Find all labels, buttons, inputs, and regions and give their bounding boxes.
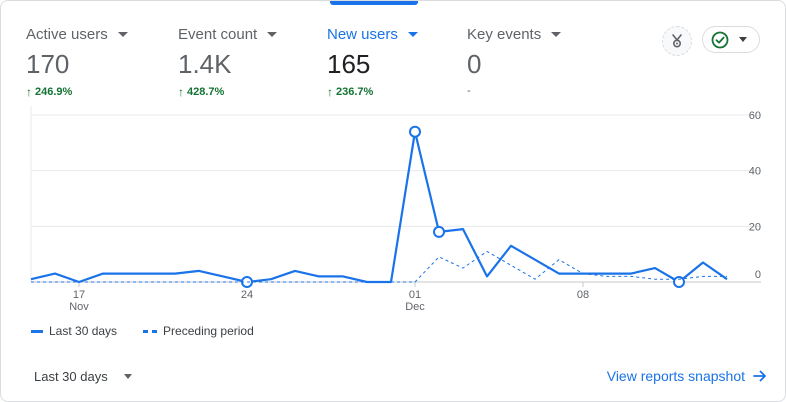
metric-label-row: New users (327, 26, 418, 43)
metric-delta-value: 246.9% (35, 86, 73, 98)
metric-delta: - (467, 85, 471, 97)
data-point-marker (673, 276, 685, 288)
arrow-right-icon (753, 370, 766, 382)
metric-label: Event count (178, 26, 258, 43)
caret-down-icon (123, 374, 132, 379)
caret-down-icon (739, 37, 747, 42)
metric-label: Active users (26, 26, 108, 43)
caret-down-icon (117, 32, 128, 37)
y-tick-label: 0 (755, 269, 761, 281)
chart-legend: Last 30 days Preceding period (31, 324, 254, 338)
snapshot-link-label: View reports snapshot (606, 368, 745, 384)
metric-value: 1.4K (178, 49, 232, 79)
metric-value: 165 (327, 49, 371, 79)
status-dropdown-button[interactable] (702, 26, 760, 53)
date-range-label: Last 30 days (34, 369, 108, 384)
y-tick-label: 60 (749, 110, 761, 122)
metric-value: 170 (26, 49, 70, 79)
metric-label-row: Active users (26, 26, 128, 43)
insights-icon (672, 34, 682, 48)
series-line-last-30-days (30, 130, 728, 284)
view-reports-snapshot-link[interactable]: View reports snapshot (607, 368, 767, 384)
active-tab-indicator (330, 1, 418, 5)
metric-label: Key events (467, 26, 542, 43)
metric-tab-event-count[interactable]: Event count 1.4K ↑ 428.7% (178, 1, 318, 106)
insights-button[interactable] (662, 26, 692, 56)
x-tick-label: 01 (409, 289, 421, 301)
metric-label-row: Key events (467, 26, 562, 43)
x-tick-label: 24 (241, 289, 253, 301)
metric-delta: ↑ 236.7% (327, 85, 373, 99)
arrow-up-icon: ↑ (26, 85, 32, 99)
metric-tab-new-users[interactable]: New users 165 ↑ 236.7% (327, 1, 467, 106)
legend-label: Preceding period (163, 324, 254, 338)
legend-solid-line-swatch (31, 329, 43, 333)
date-range-dropdown[interactable]: Last 30 days (34, 369, 132, 384)
data-point-marker (409, 125, 421, 138)
x-tick-label: 17 (73, 289, 85, 301)
metric-delta: ↑ 428.7% (178, 85, 224, 99)
caret-down-icon (407, 32, 418, 37)
metric-label: New users (327, 26, 398, 43)
legend-label: Last 30 days (49, 324, 118, 338)
legend-item-current: Last 30 days (31, 324, 117, 338)
metric-delta: ↑ 246.9% (26, 85, 72, 99)
x-tick-sublabel: Nov (69, 301, 89, 313)
legend-dashed-line-swatch (143, 329, 158, 333)
metric-value: 0 (467, 49, 482, 79)
data-point-marker (433, 225, 445, 238)
metric-label-row: Event count (178, 26, 278, 43)
legend-item-previous: Preceding period (143, 324, 254, 338)
metric-delta-value: - (467, 85, 471, 97)
metric-tab-active-users[interactable]: Active users 170 ↑ 246.9% (26, 1, 166, 106)
check-circle-icon (711, 31, 729, 48)
metric-tab-key-events[interactable]: Key events 0 - (467, 1, 607, 106)
metric-delta-value: 236.7% (336, 86, 374, 98)
x-tick-label: 08 (577, 289, 589, 301)
arrow-up-icon: ↑ (178, 85, 184, 99)
series-line-preceding-period (31, 250, 727, 283)
caret-down-icon (551, 32, 562, 37)
y-tick-label: 40 (749, 166, 761, 178)
metric-delta-value: 428.7% (187, 86, 225, 98)
x-tick-sublabel: Dec (405, 301, 425, 313)
arrow-up-icon: ↑ (327, 85, 333, 99)
caret-down-icon (267, 32, 278, 37)
y-tick-label: 20 (749, 221, 761, 233)
